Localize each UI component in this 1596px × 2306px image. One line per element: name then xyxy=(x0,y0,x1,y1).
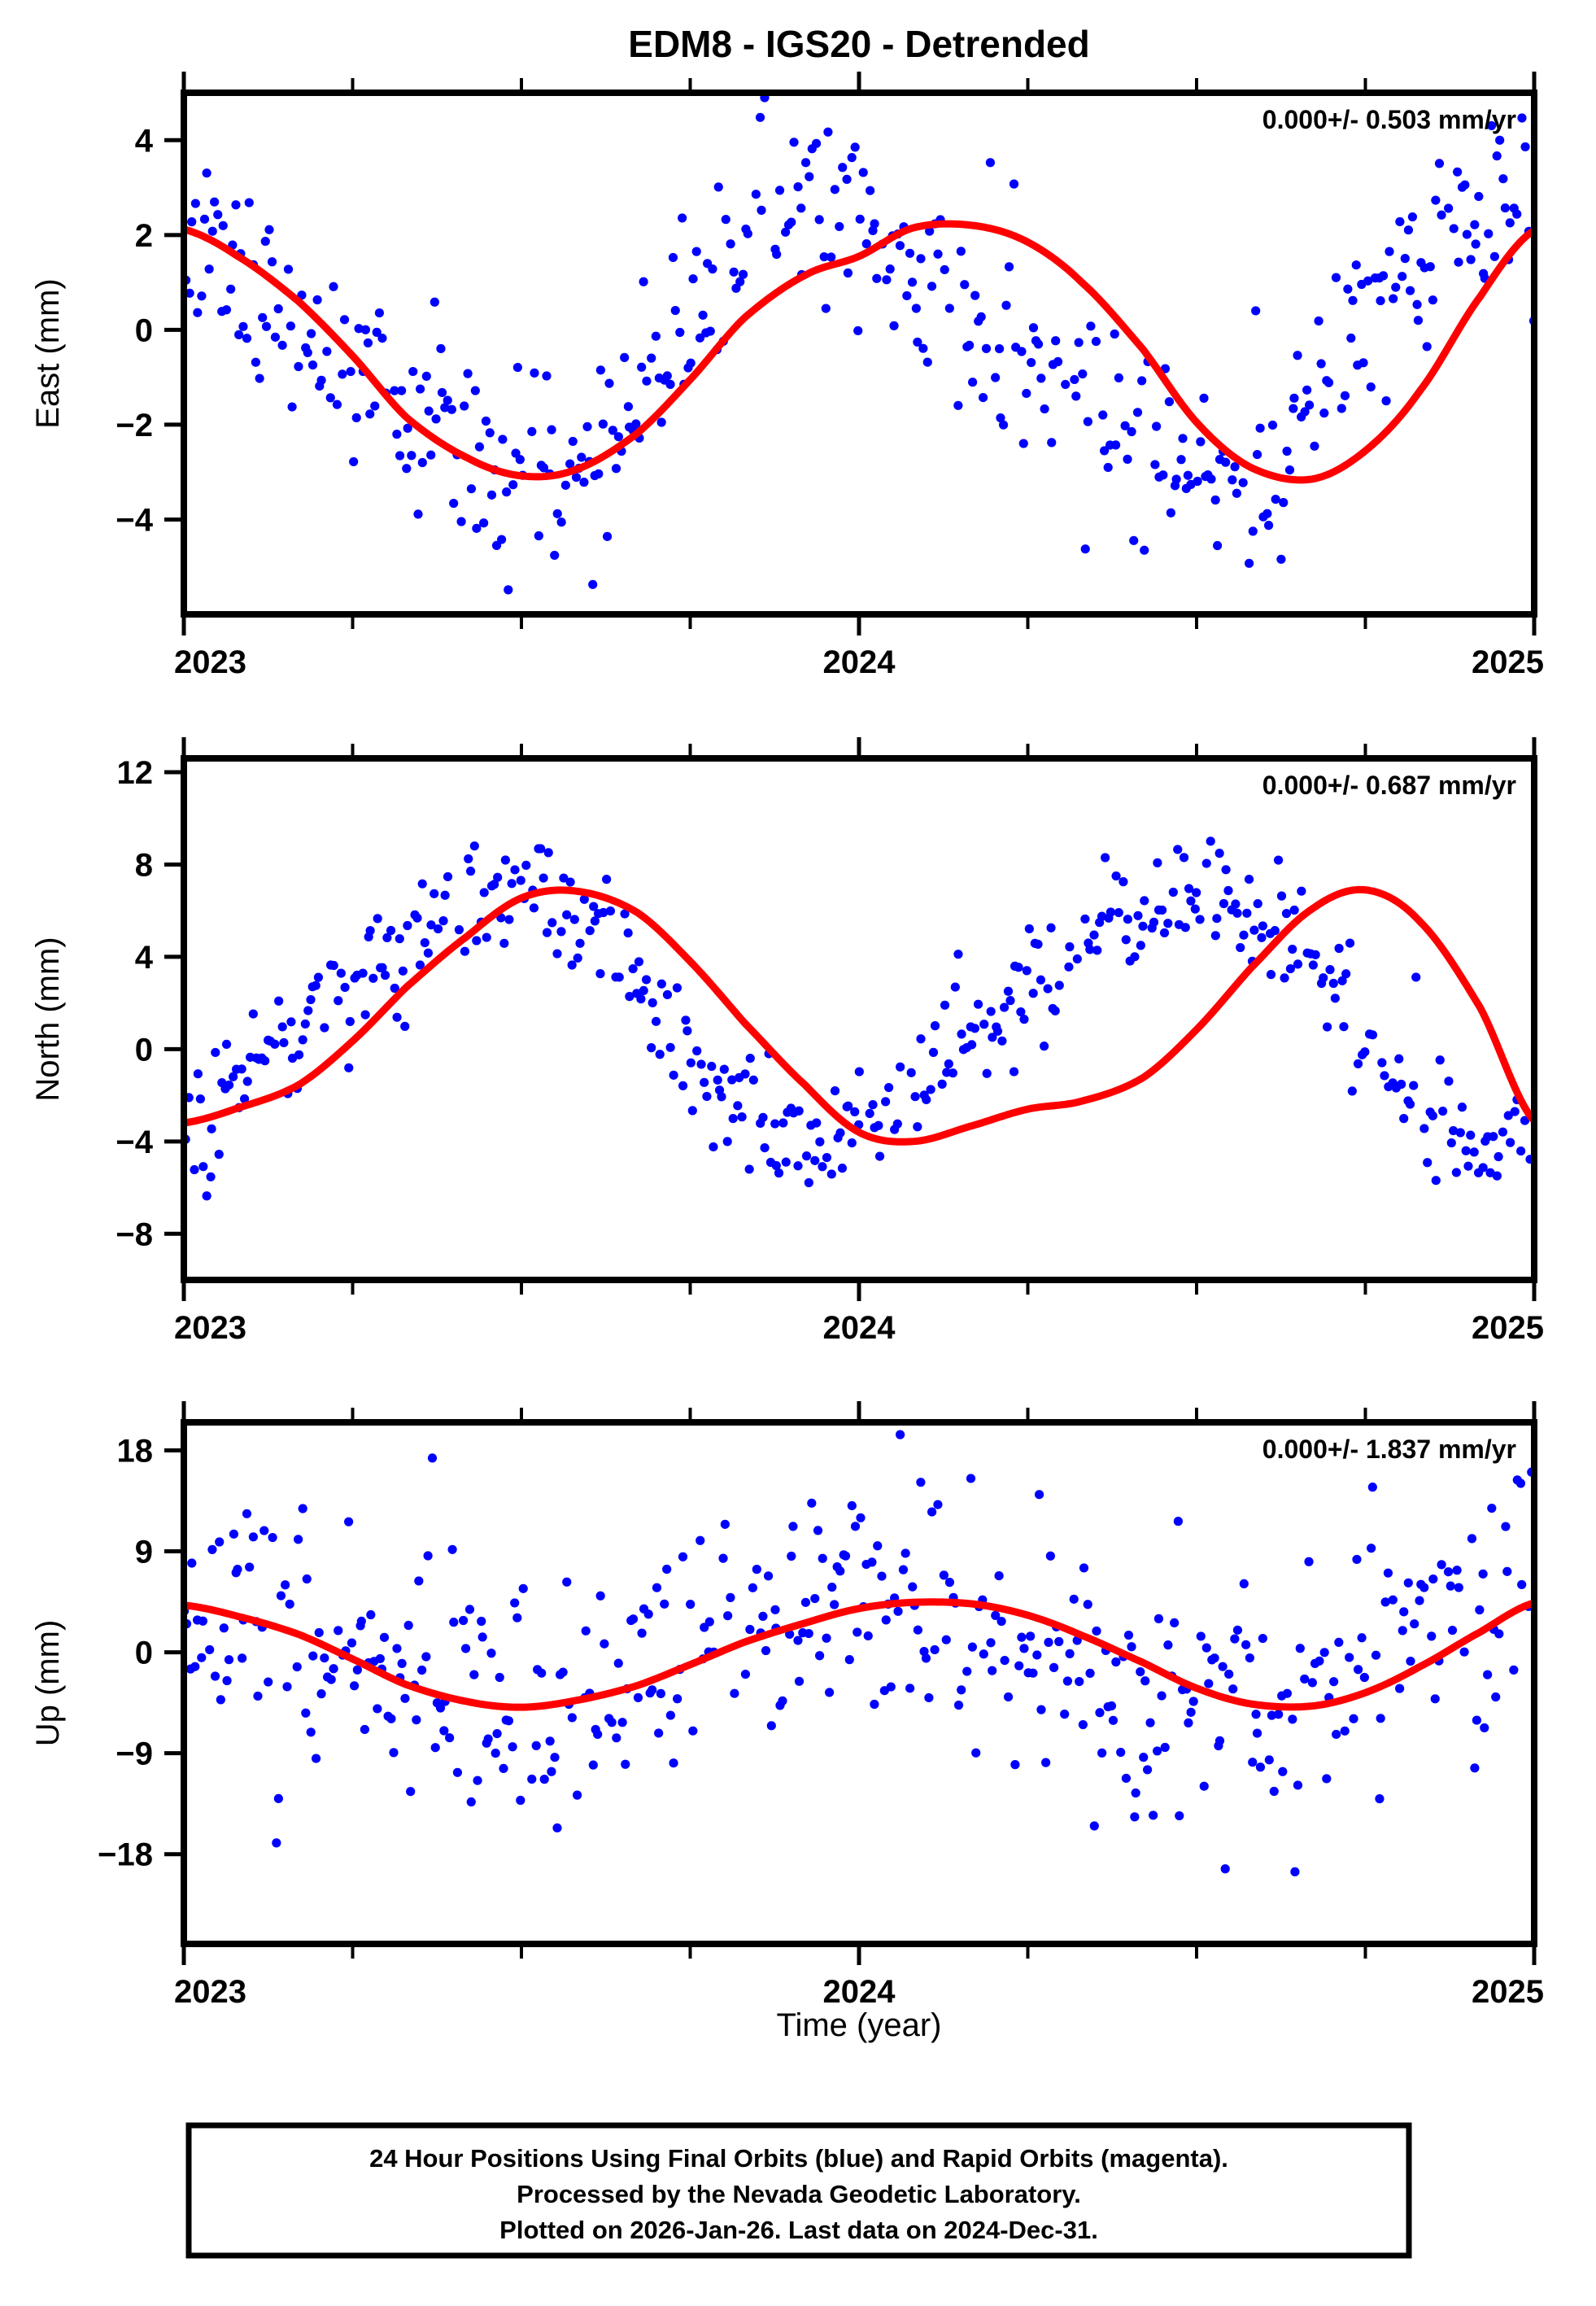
y-tick-label-up--18: −18 xyxy=(98,1837,153,1873)
fit-curve-seasonal-model xyxy=(184,1598,1534,1711)
rate-annotation-east: 0.000+/- 0.503 mm/yr xyxy=(1262,105,1516,134)
panel-north: 12 8 4 0 −4 −8 North (mm) 2023 2024 2025 0.000+/- … xyxy=(30,737,1544,1346)
y-tick-label-north--8: −8 xyxy=(116,1216,153,1252)
panel-up: 18 9 0 −9 −18 Up (mm) 2023 2024 2025 0.000+/- 1.8… xyxy=(30,1401,1544,2010)
y-tick-label-east-4: 4 xyxy=(135,123,154,159)
y-tick-label-up-9: 9 xyxy=(135,1535,153,1570)
x-tick-label-2025: 2025 xyxy=(1472,644,1544,680)
panel-group: 4 2 0 −2 −4 East (mm) 2023 2024 2025 0.000+/- 0.5… xyxy=(30,72,1544,2010)
x-tick-label-2023: 2023 xyxy=(174,644,246,680)
footer-line-3: Plotted on 2026-Jan-26. Last data on 202… xyxy=(499,2216,1098,2244)
panel-east: 4 2 0 −2 −4 East (mm) 2023 2024 2025 0.000+/- 0.5… xyxy=(30,72,1544,680)
rate-annotation-north: 0.000+/- 0.687 mm/yr xyxy=(1262,771,1516,800)
x-tick-label-2024: 2024 xyxy=(823,644,896,680)
footer-line-1: 24 Hour Positions Using Final Orbits (bl… xyxy=(369,2144,1228,2173)
x-tick-label-2025: 2025 xyxy=(1472,1310,1544,1346)
y-tick-label-east-2: 2 xyxy=(135,218,153,254)
x-axis-title: Time (year) xyxy=(777,2007,942,2043)
page-title: EDM8 - IGS20 - Detrended xyxy=(628,23,1089,65)
rate-annotation-up: 0.000+/- 1.837 mm/yr xyxy=(1262,1435,1516,1464)
x-tick-label-2023: 2023 xyxy=(174,1974,246,2010)
y-tick-label-up-18: 18 xyxy=(117,1433,154,1469)
y-tick-label-north--4: −4 xyxy=(116,1125,153,1160)
x-tick-label-2023: 2023 xyxy=(174,1310,246,1346)
footer-box-border xyxy=(185,2122,1412,2259)
x-tick-label-2024: 2024 xyxy=(823,1310,896,1346)
y-axis-title-east: East (mm) xyxy=(30,278,66,428)
x-tick-label-2025: 2025 xyxy=(1472,1974,1544,2010)
footer-line-2: Processed by the Nevada Geodetic Laborat… xyxy=(517,2180,1081,2208)
y-tick-label-up-0: 0 xyxy=(135,1636,153,1671)
y-tick-label-east--4: −4 xyxy=(116,502,153,538)
y-tick-label-east-0: 0 xyxy=(135,312,153,348)
y-tick-label-north-0: 0 xyxy=(135,1032,153,1068)
fit-curve-seasonal-model xyxy=(184,885,1534,1146)
scatter-series-final-orbits xyxy=(184,93,1534,595)
y-tick-label-east--2: −2 xyxy=(116,408,153,443)
y-tick-label-up--9: −9 xyxy=(116,1736,153,1772)
fit-curve-seasonal-model xyxy=(184,220,1534,484)
y-axis-title-up: Up (mm) xyxy=(30,1620,66,1747)
x-tick-label-2024: 2024 xyxy=(823,1974,896,2010)
y-tick-label-north-8: 8 xyxy=(135,847,153,883)
footer-box: 24 Hour Positions Using Final Orbits (bl… xyxy=(185,2122,1412,2259)
y-tick-label-north-12: 12 xyxy=(117,755,154,791)
y-tick-label-north-4: 4 xyxy=(135,940,154,976)
scatter-series-final-orbits xyxy=(184,836,1534,1201)
y-axis-title-north: North (mm) xyxy=(30,937,66,1101)
